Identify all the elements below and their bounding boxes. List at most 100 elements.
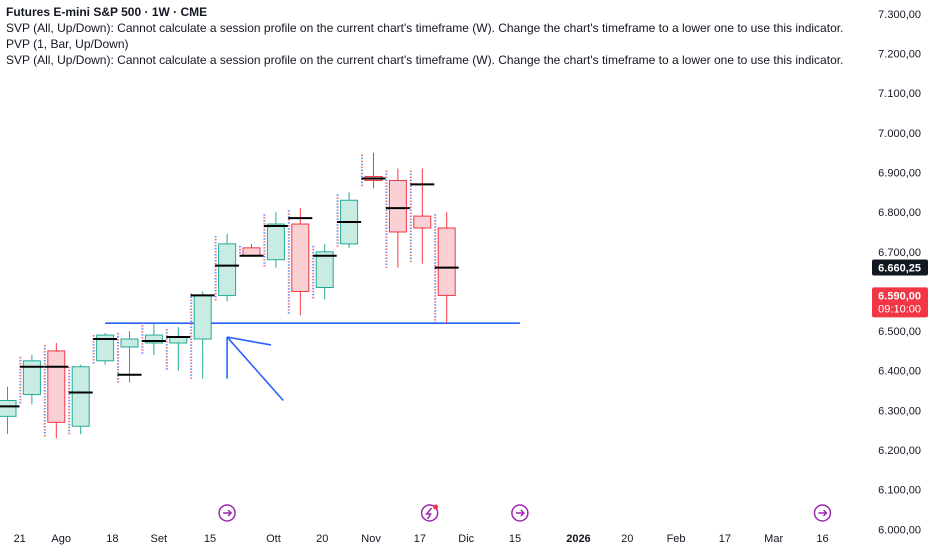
volume-profile-dot	[434, 241, 437, 243]
volume-profile-dot	[434, 319, 437, 321]
volume-profile-dot	[385, 221, 388, 224]
volume-profile-dot	[165, 362, 168, 364]
volume-profile-dot	[190, 347, 193, 349]
candle-body[interactable]	[0, 399, 17, 417]
candle-body[interactable]	[193, 294, 212, 340]
indicator-pvp[interactable]: PVP (1, Bar, Up/Down)	[6, 37, 129, 51]
volume-profile-dot	[165, 338, 168, 340]
volume-profile-dot	[43, 359, 46, 362]
volume-profile-dot	[385, 170, 388, 173]
candle-body[interactable]	[144, 334, 163, 344]
trend-line-drawing[interactable]	[226, 336, 272, 346]
y-tick-label: 7.300,00	[878, 9, 921, 21]
volume-profile-dot	[263, 223, 266, 225]
volume-profile-dot	[190, 365, 193, 367]
volume-profile-dot	[385, 233, 388, 236]
volume-profile-dot	[43, 383, 46, 386]
candle-body[interactable]	[315, 251, 334, 288]
volume-profile-dot	[287, 255, 290, 257]
volume-profile-dot	[336, 242, 339, 244]
candle-body[interactable]	[120, 338, 139, 348]
volume-profile-dot	[92, 359, 95, 361]
volume-profile-dot	[434, 262, 437, 264]
y-tick-label: 6.800,00	[878, 207, 921, 219]
volume-profile-dot	[190, 311, 193, 313]
volume-profile-dot	[43, 419, 46, 422]
candle-body[interactable]	[437, 227, 456, 296]
volume-profile-dot	[263, 235, 266, 237]
volume-profile-dot	[385, 179, 388, 182]
symbol-title[interactable]: Futures E-mini S&P 500 · 1W · CME	[6, 5, 208, 19]
volume-profile-dot	[312, 269, 315, 272]
volume-profile-dot	[287, 312, 290, 314]
candle-body[interactable]	[47, 350, 66, 423]
candle-body[interactable]	[413, 215, 432, 229]
volume-profile-dot	[68, 432, 71, 435]
y-tick-label: 6.100,00	[878, 485, 921, 497]
volume-profile-dot	[43, 380, 46, 383]
candle-body[interactable]	[242, 247, 261, 257]
volume-profile-dot	[409, 227, 412, 230]
volume-profile-dot	[336, 200, 339, 202]
y-tick-label: 6.000,00	[878, 524, 921, 536]
volume-profile-dot	[117, 342, 119, 344]
x-tick-label: 17	[414, 533, 426, 545]
volume-profile-dot	[117, 381, 119, 383]
indicator-svp-1[interactable]: SVP (All, Up/Down): Cannot calculate a s…	[6, 21, 844, 35]
volume-profile-dot	[19, 386, 22, 389]
volume-profile-dot	[385, 251, 388, 254]
candle-body[interactable]	[291, 223, 310, 292]
volume-profile-dot	[336, 245, 339, 247]
volume-profile-dot	[336, 218, 339, 220]
last-price-tag[interactable]	[872, 259, 928, 276]
volume-profile-dot	[263, 238, 266, 240]
volume-profile-dot	[287, 270, 290, 272]
volume-profile-dot	[68, 384, 71, 387]
volume-profile-dot	[92, 347, 95, 349]
volume-profile-dot	[68, 387, 71, 390]
volume-profile-dot	[385, 266, 388, 269]
volume-profile-dot	[43, 350, 46, 353]
volume-profile-dot	[190, 374, 193, 376]
trend-line-drawing[interactable]	[226, 336, 284, 402]
volume-profile-dot	[409, 197, 412, 200]
volume-profile-dot	[336, 206, 339, 208]
volume-profile-dot	[68, 408, 71, 411]
candle-body[interactable]	[218, 243, 237, 296]
volume-profile-dot	[434, 298, 437, 300]
countdown-price-tag[interactable]	[872, 287, 928, 318]
volume-profile-dot	[190, 308, 193, 310]
x-tick-label: Set	[151, 533, 168, 545]
chart-legend: Futures E-mini S&P 500 · 1W · CME SVP (A…	[6, 4, 843, 68]
indicator-svp-2[interactable]: SVP (All, Up/Down): Cannot calculate a s…	[6, 53, 844, 67]
volume-profile-dot	[214, 259, 217, 262]
volume-profile-dot	[385, 224, 388, 227]
right-arrow-icon	[223, 509, 233, 517]
volume-profile-dot	[117, 339, 119, 341]
volume-profile-dot	[385, 200, 388, 203]
volume-profile-dot	[190, 353, 193, 355]
volume-profile-dot	[19, 389, 22, 392]
volume-profile-dot	[19, 362, 22, 365]
candle-body[interactable]	[96, 334, 115, 362]
earnings-event-icon[interactable]	[420, 504, 439, 522]
candle-body[interactable]	[22, 360, 41, 396]
volume-profile-dot	[43, 353, 46, 356]
volume-profile-dot	[385, 263, 388, 266]
volume-profile-dot	[361, 166, 363, 169]
volume-profile-dot	[434, 304, 437, 306]
candle-body[interactable]	[388, 179, 407, 233]
candle-body[interactable]	[71, 366, 90, 427]
candle-body[interactable]	[266, 223, 285, 261]
volume-profile-dot	[117, 369, 119, 371]
volume-profile-dot	[409, 224, 412, 227]
volume-profile-dot	[117, 345, 119, 347]
volume-profile-dot	[117, 360, 119, 362]
volume-profile-dot	[312, 290, 315, 293]
x-tick-label: 18	[106, 533, 118, 545]
volume-profile-dot	[263, 250, 266, 252]
volume-profile-dot	[214, 298, 217, 301]
volume-profile-dot	[312, 281, 315, 284]
lightning-icon	[425, 507, 433, 520]
